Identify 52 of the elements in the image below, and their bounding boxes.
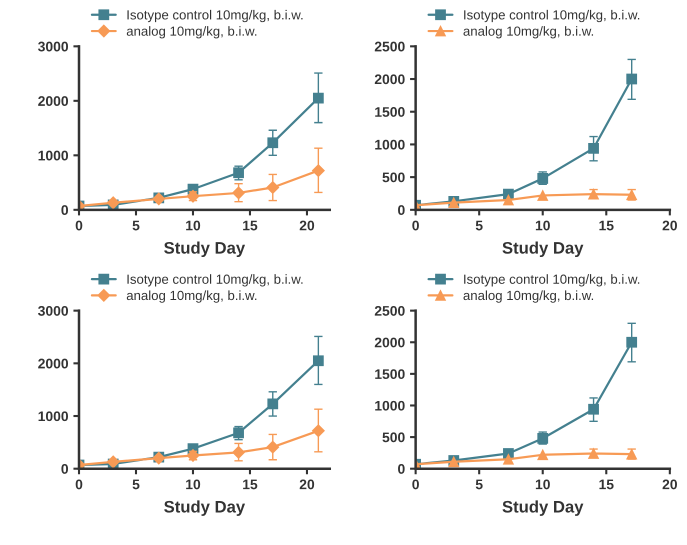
y-tick-label: 3000 bbox=[38, 42, 68, 52]
x-tick-label: 0 bbox=[76, 479, 82, 490]
x-axis-title: Study Day bbox=[164, 242, 246, 258]
y-tick-label: 1500 bbox=[375, 107, 405, 117]
legend-label: analog 10mg/kg, b.i.w. bbox=[464, 290, 594, 303]
legend-label: analog 10mg/kg, b.i.w. bbox=[126, 26, 256, 38]
x-tick-label: 10 bbox=[536, 220, 550, 230]
x-tick-label: 0 bbox=[412, 220, 419, 230]
y-tick-label: 2500 bbox=[374, 306, 405, 316]
y-tick-label: 500 bbox=[382, 172, 405, 182]
y-tick-label: 1500 bbox=[375, 369, 405, 380]
legend-label: Isotype control 10mg/kg, b.i.w. bbox=[127, 10, 303, 22]
x-tick-label: 5 bbox=[476, 480, 483, 490]
x-tick-label: 20 bbox=[662, 220, 677, 230]
y-tick-label: 1000 bbox=[375, 400, 405, 411]
x-tick-label: 15 bbox=[599, 480, 614, 490]
y-tick-label: 0 bbox=[398, 205, 405, 215]
y-tick-label: 2000 bbox=[38, 358, 68, 369]
y-tick-label: 3000 bbox=[38, 306, 68, 316]
legend-label: analog 10mg/kg, b.i.w. bbox=[464, 26, 594, 38]
x-axis-title: Study Day bbox=[164, 500, 246, 516]
y-tick-label: 0 bbox=[61, 205, 68, 215]
x-tick-label: 15 bbox=[243, 480, 258, 490]
x-tick-label: 5 bbox=[132, 220, 140, 230]
x-tick-label: 20 bbox=[300, 220, 314, 230]
x-tick-label: 15 bbox=[243, 220, 258, 230]
y-tick-label: 2000 bbox=[374, 338, 405, 348]
y-tick-label: 500 bbox=[382, 432, 405, 442]
y-tick-label: 2500 bbox=[374, 42, 405, 52]
legend-label: analog 10mg/kg, b.i.w. bbox=[126, 290, 256, 303]
legend-label: Isotype control 10mg/kg, b.i.w. bbox=[464, 10, 640, 22]
legend-label: Isotype control 10mg/kg, b.i.w. bbox=[464, 274, 640, 286]
y-tick-label: 0 bbox=[61, 464, 68, 474]
x-tick-label: 5 bbox=[132, 480, 140, 490]
y-tick-label: 0 bbox=[398, 464, 405, 474]
x-tick-label: 10 bbox=[186, 479, 200, 490]
x-tick-label: 20 bbox=[662, 479, 677, 490]
x-tick-label: 15 bbox=[599, 220, 614, 230]
x-tick-label: 0 bbox=[76, 220, 82, 230]
x-tick-label: 10 bbox=[186, 220, 200, 230]
legend-label: Isotype control 10mg/kg, b.i.w. bbox=[127, 274, 303, 286]
x-tick-label: 5 bbox=[476, 220, 483, 230]
y-tick-label: 1000 bbox=[375, 140, 405, 150]
x-axis-title: Study Day bbox=[502, 242, 584, 258]
x-tick-label: 20 bbox=[300, 479, 314, 490]
y-tick-label: 2000 bbox=[38, 96, 68, 106]
x-axis-title: Study Day bbox=[502, 500, 584, 516]
x-tick-label: 0 bbox=[412, 479, 419, 490]
y-tick-label: 2000 bbox=[374, 74, 405, 84]
y-tick-label: 1000 bbox=[38, 150, 68, 160]
x-tick-label: 10 bbox=[536, 479, 550, 490]
y-tick-label: 1000 bbox=[38, 411, 68, 422]
